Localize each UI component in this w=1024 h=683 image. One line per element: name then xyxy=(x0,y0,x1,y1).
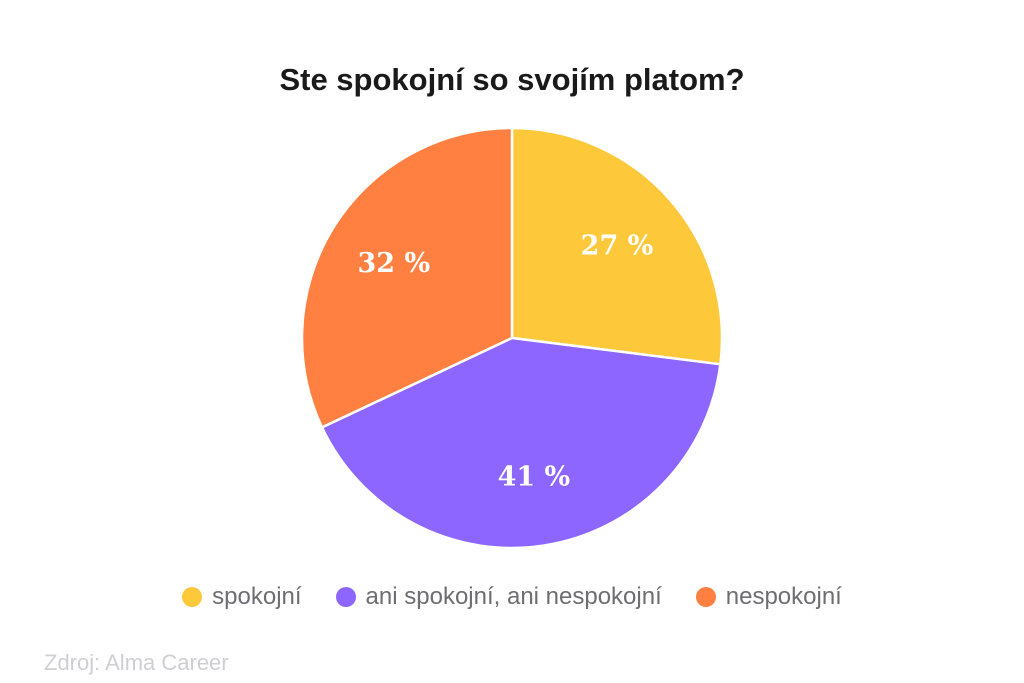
legend-label-nespokojni: nespokojní xyxy=(725,583,842,610)
legend-item-spokojni: spokojní xyxy=(182,583,302,611)
legend-label-neutral: ani spokojní, ani nespokojní xyxy=(365,583,662,610)
legend-item-nespokojni: nespokojní xyxy=(695,583,842,611)
slice-label-spokojni: 27 % xyxy=(581,230,654,261)
pie-slice-spokojni xyxy=(510,126,724,366)
slice-label-neutral: 41 % xyxy=(498,461,571,492)
chart-title: Ste spokojní so svojím platom? xyxy=(279,62,745,97)
legend-swatch-spokojni xyxy=(182,587,203,607)
legend-swatch-neutral xyxy=(335,587,356,607)
legend-label-spokojni: spokojní xyxy=(212,583,302,610)
legend-item-neutral: ani spokojní, ani nespokojní xyxy=(335,583,662,611)
slice-label-nespokojni: 32 % xyxy=(357,248,430,279)
pie-slice-neutral xyxy=(320,336,722,550)
legend-swatch-nespokojni xyxy=(695,587,716,607)
legend: spokojní ani spokojní, ani nespokojní ne… xyxy=(0,583,1024,611)
pie-slice-nespokojni xyxy=(300,126,514,429)
source-note: Zdroj: Alma Career xyxy=(44,650,229,675)
